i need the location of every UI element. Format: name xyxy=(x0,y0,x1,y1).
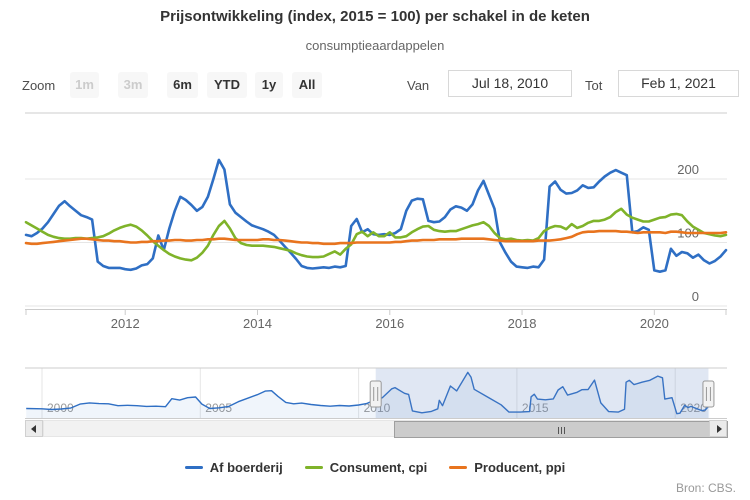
x-axis-label: 2018 xyxy=(508,316,537,331)
source-attribution: Bron: CBS. xyxy=(675,481,736,495)
chart-subtitle: consumptieaardappelen xyxy=(305,38,445,53)
navigator-series-line xyxy=(26,371,710,415)
y-axis-label: 0 xyxy=(692,289,699,304)
navigator-selected-mask[interactable] xyxy=(375,368,709,418)
range-button-all[interactable]: All xyxy=(292,72,322,98)
series-line-producent-ppi[interactable] xyxy=(24,229,728,246)
navigator-area-fill xyxy=(26,372,710,418)
left-arrow-icon xyxy=(31,425,36,433)
series-line-af-boerderij[interactable] xyxy=(24,158,728,274)
navigator-year-label: 2000 xyxy=(47,401,74,415)
range-button-3m[interactable]: 3m xyxy=(118,72,148,98)
to-date-input[interactable]: Feb 1, 2021 xyxy=(618,70,739,97)
series-line-consument-cpi[interactable] xyxy=(24,207,728,262)
x-axis-label: 2020 xyxy=(640,316,669,331)
from-date-input[interactable]: Jul 18, 2010 xyxy=(448,70,572,97)
scrollbar-thumb[interactable] xyxy=(394,421,728,438)
legend: Af boerderij Consument, cpi Producent, p… xyxy=(0,456,750,478)
legend-item-consument-cpi[interactable]: Consument, cpi xyxy=(304,459,428,475)
navigator-scrollbar[interactable] xyxy=(25,420,728,438)
chart-title: Prijsontwikkeling (index, 2015 = 100) pe… xyxy=(160,8,590,25)
zoom-label: Zoom xyxy=(22,78,56,93)
line-swatch-icon xyxy=(449,465,468,469)
range-button-6m[interactable]: 6m xyxy=(167,72,198,98)
to-date-label: Tot xyxy=(585,78,603,93)
grip-icon xyxy=(558,427,559,434)
legend-label: Producent, ppi xyxy=(474,459,566,475)
range-button-ytd[interactable]: YTD xyxy=(207,72,247,98)
range-button-1y[interactable]: 1y xyxy=(255,72,283,98)
range-button-1m[interactable]: 1m xyxy=(70,72,99,98)
legend-label: Consument, cpi xyxy=(329,459,428,475)
grip-icon xyxy=(564,427,565,434)
scrollbar-right-arrow-button[interactable] xyxy=(709,420,727,437)
y-axis-label: 200 xyxy=(677,162,699,177)
navigator-handle-left[interactable] xyxy=(369,380,382,408)
scrollbar-left-arrow-button[interactable] xyxy=(25,420,43,437)
x-axis-label: 2016 xyxy=(375,316,404,331)
x-axis-label: 2012 xyxy=(111,316,140,331)
legend-item-af-boerderij[interactable]: Af boerderij xyxy=(184,459,283,475)
scrollbar-track[interactable] xyxy=(43,420,728,438)
legend-label: Af boerderij xyxy=(209,459,283,475)
grip-icon xyxy=(561,427,562,434)
x-axis-label: 2014 xyxy=(243,316,272,331)
line-swatch-icon xyxy=(304,465,323,469)
right-arrow-icon xyxy=(717,425,722,433)
navigator-handle-right[interactable] xyxy=(702,380,715,408)
from-date-label: Van xyxy=(407,78,430,93)
line-swatch-icon xyxy=(184,465,203,469)
legend-item-producent-ppi[interactable]: Producent, ppi xyxy=(449,460,565,475)
